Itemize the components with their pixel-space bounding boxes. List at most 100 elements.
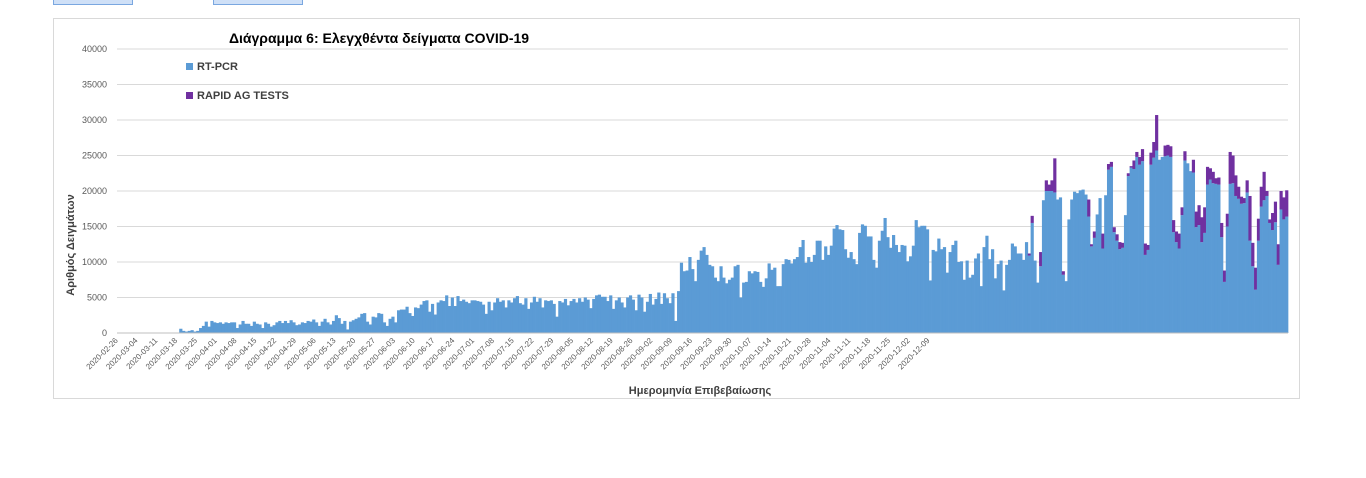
bar-rt-pcr [1211, 183, 1215, 333]
bar-rapid-ag [1166, 144, 1170, 156]
bar-rt-pcr [527, 308, 531, 333]
bar-rt-pcr [860, 224, 865, 333]
header-tab-1[interactable] [53, 0, 133, 5]
bar-rapid-ag [1282, 197, 1286, 220]
bar-rt-pcr [1149, 164, 1153, 333]
bar-rt-pcr [623, 307, 627, 333]
bar-rt-pcr [911, 245, 915, 333]
bar-rt-pcr [561, 302, 565, 333]
bar-rt-pcr [1152, 157, 1156, 333]
bar-rt-pcr [184, 331, 189, 333]
bar-rt-pcr [708, 264, 712, 333]
bar-rt-pcr [566, 305, 570, 333]
bar-rt-pcr [1166, 155, 1170, 333]
bar-rapid-ag [1132, 160, 1136, 169]
bar-rt-pcr [993, 278, 998, 333]
bar-rt-pcr [1259, 206, 1263, 333]
bar-rt-pcr [821, 259, 825, 333]
bar-rt-pcr [1160, 156, 1164, 333]
bar-rt-pcr [988, 259, 992, 333]
bar-rt-pcr [1191, 172, 1196, 333]
bar-rt-pcr [849, 252, 853, 333]
bar-rt-pcr [968, 277, 972, 333]
bar-rt-pcr [348, 321, 353, 333]
legend-swatch-rapid-ag [186, 92, 193, 99]
bar-rt-pcr [385, 325, 389, 333]
bar-rt-pcr [1067, 219, 1071, 333]
bar-rt-pcr [232, 322, 237, 333]
bar-rt-pcr [470, 300, 474, 333]
bar-rt-pcr [544, 300, 548, 333]
bar-rt-pcr [957, 262, 961, 333]
bar-rt-pcr [1027, 255, 1031, 333]
bar-rt-pcr [1058, 197, 1063, 333]
bar-rt-pcr [1104, 195, 1108, 333]
bar-rt-pcr [818, 240, 822, 333]
bar-rt-pcr [430, 303, 435, 333]
bar-rt-pcr [456, 296, 460, 333]
bar-rt-pcr [487, 301, 491, 333]
bar-rt-pcr [900, 244, 904, 333]
bar-rt-pcr [405, 306, 409, 333]
bar-rapid-ag [1259, 186, 1263, 207]
bar-rt-pcr [445, 295, 449, 333]
bar-rt-pcr [510, 302, 514, 333]
bar-rt-pcr [473, 300, 477, 333]
bar-rapid-ag [1129, 166, 1133, 168]
bar-rt-pcr [320, 321, 324, 333]
bar-rt-pcr [1056, 199, 1060, 333]
bar-rt-pcr [481, 304, 486, 333]
bar-rt-pcr [742, 282, 746, 333]
bar-rt-pcr [807, 257, 811, 333]
bar-rt-pcr [750, 273, 754, 333]
bar-rapid-ag [1169, 146, 1173, 157]
bar-rt-pcr [501, 300, 505, 333]
bar-rt-pcr [1070, 199, 1074, 333]
bar-rt-pcr [515, 296, 519, 333]
bar-rapid-ag [1197, 205, 1201, 226]
bar-rt-pcr [1053, 192, 1057, 333]
header-tab-2[interactable] [213, 0, 303, 5]
bar-rt-pcr [1013, 246, 1017, 333]
bar-rt-pcr [838, 229, 842, 333]
bar-rt-pcr [841, 230, 845, 333]
bar-rt-pcr [1194, 227, 1198, 333]
bar-rt-pcr [1140, 161, 1145, 333]
bar-rt-pcr [951, 244, 955, 333]
bar-rt-pcr [258, 324, 262, 333]
bar-rt-pcr [1163, 156, 1167, 333]
bar-rt-pcr [235, 328, 239, 333]
bar-rt-pcr [600, 296, 604, 333]
bar-rapid-ag [1211, 171, 1215, 184]
bar-rt-pcr [1002, 290, 1006, 333]
bar-rt-pcr [1007, 259, 1012, 333]
bar-rt-pcr [761, 286, 766, 333]
bar-rt-pcr [580, 301, 585, 333]
bar-rt-pcr [722, 277, 726, 333]
bar-rt-pcr [597, 294, 602, 333]
bar-rt-pcr [521, 304, 525, 333]
bar-rt-pcr [1248, 240, 1252, 333]
bar-rt-pcr [408, 313, 412, 333]
bar-rt-pcr [479, 301, 483, 333]
bar-rt-pcr [906, 261, 910, 333]
bar-rt-pcr [1237, 198, 1241, 333]
bar-rt-pcr [999, 260, 1003, 333]
bar-rt-pcr [496, 298, 500, 333]
bar-rt-pcr [603, 296, 607, 333]
bar-rt-pcr [804, 262, 808, 333]
bar-rt-pcr [835, 225, 839, 333]
bar-rt-pcr [660, 303, 664, 333]
bar-rapid-ag [1262, 171, 1266, 201]
bar-rt-pcr [575, 302, 579, 333]
bar-rt-pcr [252, 321, 256, 333]
bar-rt-pcr [897, 252, 901, 333]
bar-rt-pcr [241, 320, 245, 333]
chart-frame: 0 5000 10000 15000 20000 25000 30000 35000 40000… [53, 18, 1300, 399]
bar-rt-pcr [278, 320, 282, 333]
bar-rt-pcr [292, 322, 296, 333]
bar-rt-pcr [1019, 253, 1023, 333]
bar-rt-pcr [360, 313, 364, 333]
bar-rt-pcr [733, 266, 737, 333]
bar-rt-pcr [1155, 150, 1159, 333]
